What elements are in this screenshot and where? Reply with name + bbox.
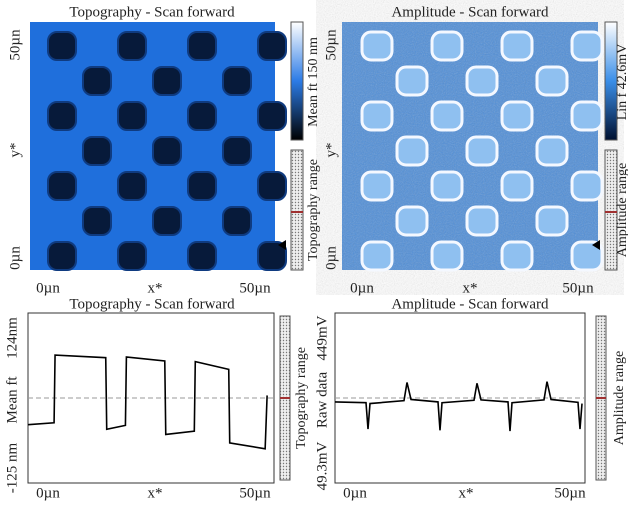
colorbar [290,21,304,141]
profile-title: Amplitude - Scan forward [391,296,549,312]
x-label: 50µn [239,280,271,296]
profile-line [334,381,583,432]
hole [187,241,217,271]
range-bar [290,149,304,271]
hole [222,206,252,236]
hole [395,135,429,167]
profile-line [27,354,268,450]
hole [187,101,217,131]
hole [500,100,534,132]
hole [222,66,252,96]
hole [360,100,394,132]
hole [465,135,499,167]
colorbar-label: Mean ft 150 nm [306,37,321,127]
panel-title: Amplitude - Scan forward [391,4,549,20]
range-label: Topography range [306,159,321,261]
hole [465,205,499,237]
y-label: -125 nm [4,442,20,493]
hole [430,30,464,62]
x-label: 0µn [350,280,374,296]
hole [82,206,112,236]
y-label: 0µn [323,246,339,270]
range-marker [605,211,617,213]
hole [535,135,569,167]
hole [47,241,77,271]
hole [430,100,464,132]
x-label: 50µn [562,280,594,296]
range-marker [291,211,303,213]
x-label: x* [459,485,474,501]
x-label: 0µn [343,485,367,501]
x-label: 0µn [36,485,60,501]
hole [570,100,604,132]
hole [570,170,604,202]
hole [257,101,287,131]
hole [152,66,182,96]
range-bar [604,149,618,271]
hole [535,65,569,97]
range-marker [596,397,606,399]
x-label: 0µn [36,280,60,296]
hole [117,31,147,61]
y-label: 50µn [323,29,339,61]
hole [257,171,287,201]
hole [535,205,569,237]
y-label: 124nm [4,317,20,359]
y-label: 449mV [314,315,330,360]
hole [117,241,147,271]
hole [257,241,287,271]
panel-title: Topography - Scan forward [69,4,235,20]
hole [117,101,147,131]
hole [82,136,112,166]
x-label: 50µn [239,485,271,501]
range-label: Topography range [294,347,309,449]
hole [570,30,604,62]
range-marker [280,397,290,399]
hole [152,136,182,166]
y-label: 50µn [7,29,23,61]
y-label: y* [7,143,23,158]
hole [465,65,499,97]
hole [500,30,534,62]
y-label: y* [323,143,339,158]
hole [360,240,394,272]
hole [47,101,77,131]
colorbar-label: Lin f 42.6mV [615,44,628,121]
hole [82,66,112,96]
profile-title: Topography - Scan forward [69,296,235,312]
x-label: 50µn [554,485,586,501]
hole [500,170,534,202]
hole [500,240,534,272]
y-label: Mean ft [4,376,20,424]
hole [47,31,77,61]
hole [430,240,464,272]
hole [430,170,464,202]
colorbar [604,21,618,141]
y-label: 49.3mV [314,441,330,490]
x-label: x* [148,485,163,501]
hole [187,171,217,201]
y-label: Raw data [314,372,330,429]
hole [152,206,182,236]
hole [360,170,394,202]
hole [117,171,147,201]
range-label: Amplitude range [612,351,627,445]
hole [187,31,217,61]
x-label: x* [148,280,163,296]
hole [222,136,252,166]
range-pointer [592,240,600,250]
hole [257,31,287,61]
hole [570,240,604,272]
hole [360,30,394,62]
y-label: 0µn [7,246,23,270]
hole [395,205,429,237]
hole [47,171,77,201]
range-pointer [278,240,286,250]
hole [395,65,429,97]
x-label: x* [463,280,478,296]
range-label: Amplitude range [615,163,628,257]
